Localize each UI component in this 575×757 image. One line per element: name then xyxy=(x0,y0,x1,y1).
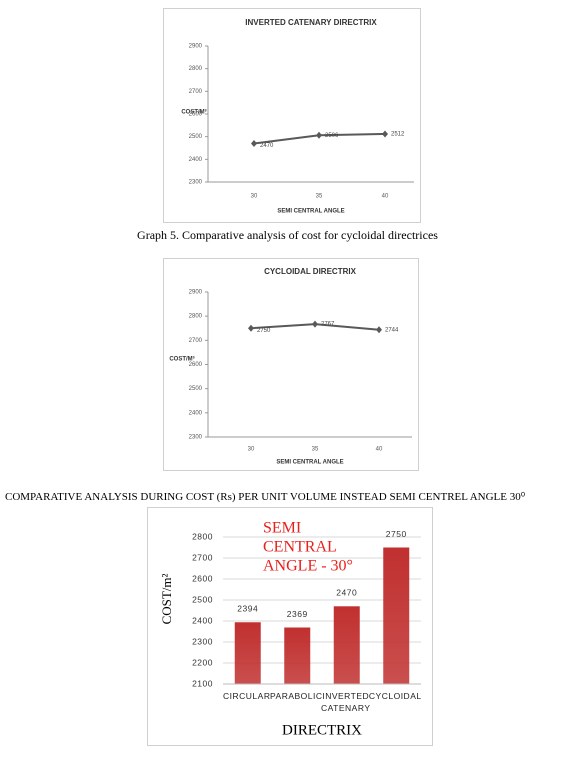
annotation: CENTRAL xyxy=(263,539,337,556)
x-tick-label: CYCLOIDAL xyxy=(368,691,422,701)
y-tick-label: 2100 xyxy=(192,678,213,688)
x-tick-label: 40 xyxy=(382,194,389,200)
y-tick-label: 2400 xyxy=(189,410,203,416)
y-tick-label: 2200 xyxy=(192,657,213,667)
data-label: 2470 xyxy=(260,143,274,149)
x-tick-label: CIRCULAR xyxy=(223,691,271,701)
y-tick-label: 2300 xyxy=(189,180,203,186)
y-tick-label: 2800 xyxy=(192,531,213,541)
point xyxy=(312,320,318,328)
chart: CYCLOIDAL DIRECTRIX COST/M³ SEMI CENTRAL A… xyxy=(163,258,419,471)
chart-title: INVERTED CATENARY DIRECTRIX xyxy=(245,18,377,27)
annotation: ANGLE - 30° xyxy=(263,558,353,575)
x-axis-label: SEMI CENTRAL ANGLE xyxy=(277,209,344,215)
chart-title: CYCLOIDAL DIRECTRIX xyxy=(264,267,357,276)
y-tick-label: 2800 xyxy=(189,66,203,72)
x-tick-label: PARABOLIC xyxy=(269,691,323,701)
data-label: 2744 xyxy=(385,327,399,333)
data-label: 2767 xyxy=(321,322,335,328)
data-label: 2394 xyxy=(237,604,258,614)
bar xyxy=(383,547,410,684)
data-label: 2750 xyxy=(257,328,271,334)
caption: COMPARATIVE ANALYSIS DURING COST (Rs) PE… xyxy=(5,491,526,503)
data-label: 2506 xyxy=(325,133,339,139)
y-tick-label: 2300 xyxy=(189,435,203,441)
y-tick-label: 2700 xyxy=(189,338,203,344)
x-tick-label: 40 xyxy=(376,447,383,453)
y-tick-label: 2300 xyxy=(192,636,213,646)
y-tick-label: 2500 xyxy=(189,134,203,140)
x-tick-label: 35 xyxy=(316,194,323,200)
y-tick-label: 2600 xyxy=(192,573,213,583)
x-tick-label: INVERTED CATENARY xyxy=(320,691,371,713)
point xyxy=(316,131,322,139)
y-tick-label: 2400 xyxy=(192,615,213,625)
y-tick-label: 2900 xyxy=(189,44,203,50)
bar xyxy=(333,606,360,684)
y-tick-label: 2600 xyxy=(189,362,203,368)
x-tick-label: 30 xyxy=(251,194,258,200)
data-label: 2512 xyxy=(391,132,405,138)
point xyxy=(251,139,257,147)
x-axis-label: DIRECTRIX xyxy=(282,722,362,738)
y-tick-label: 2700 xyxy=(192,552,213,562)
x-axis-label: SEMI CENTRAL ANGLE xyxy=(276,460,343,466)
chart: 2100 2200 2300 2400 2500 2600 2700 2800 2394 2369… xyxy=(147,507,433,746)
x-tick-label: 30 xyxy=(248,447,255,453)
point xyxy=(382,130,388,138)
bar xyxy=(284,627,311,684)
chart: INVERTED CATENARY DIRECTRIX COST/M³ SEMI C… xyxy=(163,8,421,223)
bar xyxy=(234,622,261,684)
y-axis-label: COST/M³ xyxy=(169,356,194,363)
point xyxy=(376,326,382,334)
y-axis-label: COST/m² xyxy=(159,573,174,624)
y-tick-label: 2800 xyxy=(189,314,203,320)
caption: Graph 5. Comparative analysis of cost fo… xyxy=(137,228,438,242)
y-axis-label: COST/M³ xyxy=(181,109,206,116)
x-tick-label: 35 xyxy=(312,447,319,453)
y-tick-label: 2400 xyxy=(189,157,203,163)
y-tick-label: 2900 xyxy=(189,290,203,296)
data-label: 2470 xyxy=(336,588,357,598)
annotation: SEMI xyxy=(263,520,301,537)
data-label: 2369 xyxy=(287,609,308,619)
y-tick-label: 2600 xyxy=(189,112,203,118)
y-tick-label: 2500 xyxy=(189,386,203,392)
y-tick-label: 2500 xyxy=(192,594,213,604)
point xyxy=(248,324,254,332)
data-label: 2750 xyxy=(386,529,407,539)
y-tick-label: 2700 xyxy=(189,89,203,95)
